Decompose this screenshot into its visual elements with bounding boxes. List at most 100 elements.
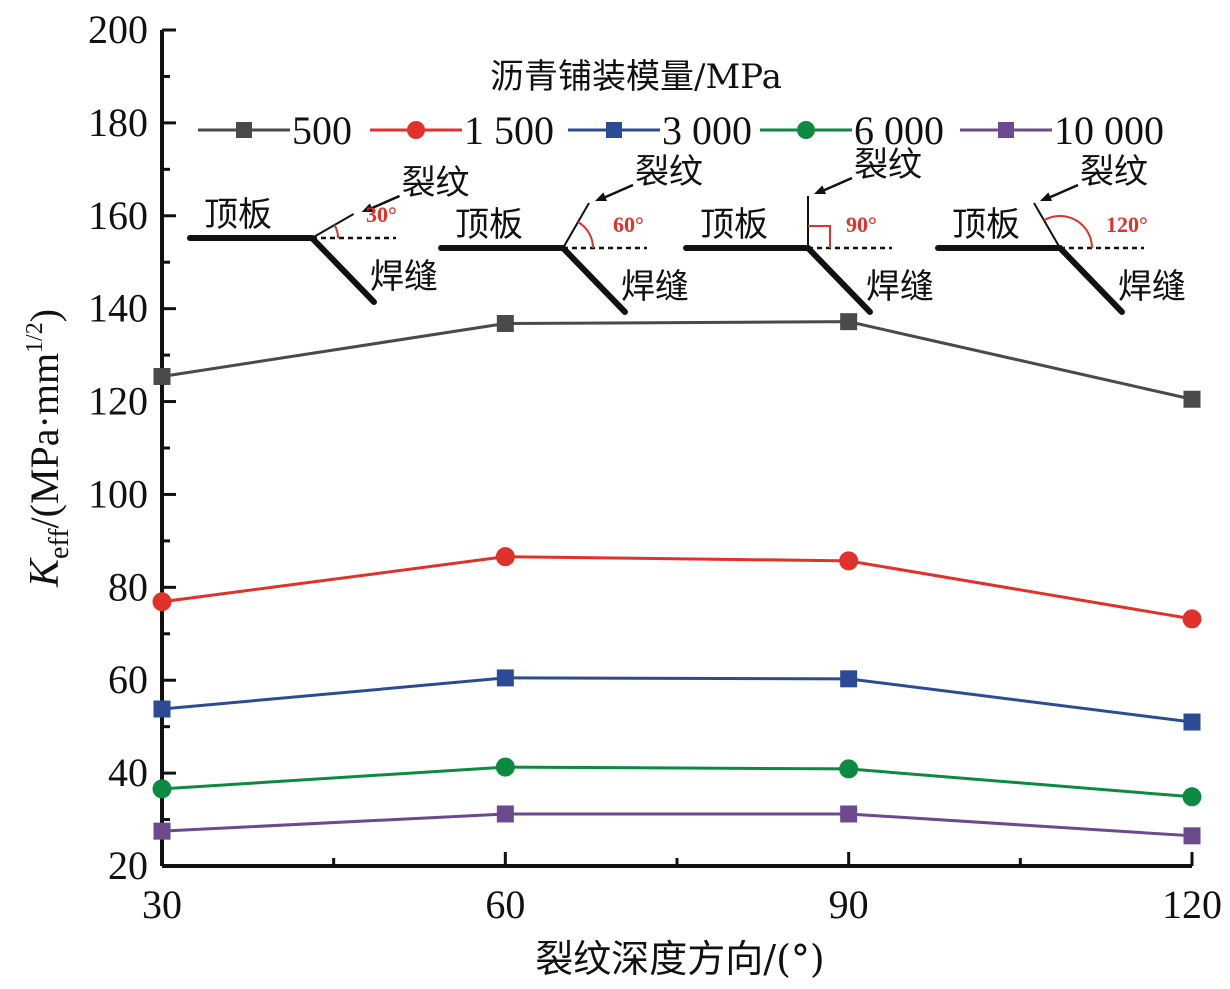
data-point — [1182, 787, 1202, 807]
legend-marker — [236, 122, 252, 138]
y-tick-label: 80 — [108, 564, 148, 609]
crack-arrow-shaft — [819, 176, 853, 194]
y-tick-label: 100 — [88, 471, 148, 516]
y-axis-title: Keff/(MPa·mm1/2) — [22, 309, 75, 588]
crack-label: 裂纹 — [854, 145, 922, 185]
legend-label: 1 500 — [464, 108, 554, 153]
angle-label: 90° — [846, 212, 877, 237]
legend-label: 3 000 — [662, 108, 752, 153]
y-tick-label: 140 — [88, 286, 148, 331]
data-point — [1182, 609, 1202, 629]
data-point — [153, 700, 171, 718]
angle-label: 120° — [1106, 212, 1148, 237]
series-line — [161, 676, 1193, 724]
data-point — [153, 822, 171, 840]
crack-arrow-shaft — [1045, 183, 1079, 201]
y-tick-label: 20 — [108, 843, 148, 888]
legend-label: 6 000 — [854, 108, 944, 153]
angle-arc — [1043, 215, 1093, 249]
y-axis-unit: /(MPa·mm — [22, 353, 67, 529]
weld-line — [1057, 245, 1125, 315]
data-point — [496, 315, 514, 333]
crack-arrow-head-icon — [361, 203, 374, 213]
data-point — [840, 805, 858, 823]
angle-arc — [577, 221, 594, 249]
legend-label: 10 000 — [1054, 108, 1164, 153]
weld-line — [560, 245, 628, 315]
weld-label: 焊缝 — [1118, 267, 1186, 307]
legend-label: 500 — [292, 108, 352, 153]
crack-arrow-head-icon — [595, 192, 607, 201]
angle-arc — [333, 224, 339, 239]
legend-marker — [797, 121, 815, 139]
data-point — [840, 670, 858, 688]
data-point — [839, 759, 859, 779]
legend-entry: 6 000 — [760, 108, 944, 153]
y-axis-subscript: eff — [44, 528, 75, 559]
data-point — [840, 313, 858, 331]
crack-label: 裂纹 — [1080, 152, 1148, 192]
crack-label: 裂纹 — [635, 152, 703, 192]
x-tick-label: 30 — [142, 882, 182, 927]
data-point — [152, 779, 172, 799]
series-1500 — [152, 547, 1202, 629]
y-tick-label: 40 — [108, 750, 148, 795]
legend-entry: 500 — [198, 108, 352, 153]
x-tick-label: 60 — [485, 882, 525, 927]
weld-line — [805, 245, 873, 315]
x-tick-label: 120 — [1162, 882, 1222, 927]
crack-line — [1033, 202, 1061, 249]
top-plate-label: 顶板 — [952, 205, 1020, 245]
series-line — [161, 765, 1193, 799]
legend-entry: 10 000 — [960, 108, 1164, 153]
crack-line — [311, 213, 355, 239]
y-axis-symbol: K — [22, 557, 68, 588]
y-tick-label: 120 — [88, 379, 148, 424]
weld-label: 焊缝 — [370, 257, 438, 297]
angle-label: 60° — [613, 212, 644, 237]
y-axis-unit-superscript: 1/2 — [22, 322, 48, 353]
weld-label: 焊缝 — [621, 267, 689, 307]
crack-arrow-head-icon — [1040, 192, 1052, 201]
data-point — [839, 551, 859, 571]
y-tick-label: 160 — [88, 193, 148, 238]
angle-label: 30° — [366, 202, 397, 227]
data-point — [1183, 713, 1201, 731]
series-3000 — [153, 669, 1201, 731]
series-10000 — [153, 805, 1201, 845]
data-point — [495, 757, 515, 777]
series-500 — [153, 313, 1201, 408]
y-tick-label: 60 — [108, 657, 148, 702]
weld-line — [309, 235, 377, 305]
crack-line — [562, 202, 590, 249]
top-plate-label: 顶板 — [204, 195, 272, 235]
x-axis-title: 裂纹深度方向/(°) — [535, 937, 824, 981]
crack-arrow-head-icon — [814, 185, 826, 195]
data-point — [153, 367, 171, 385]
series-line — [161, 320, 1193, 401]
legend-marker — [606, 122, 622, 138]
legend-marker — [998, 122, 1014, 138]
data-point — [496, 805, 514, 823]
crack-arrow-shaft — [600, 183, 634, 201]
y-tick-label: 200 — [88, 7, 148, 52]
data-point — [496, 669, 514, 687]
y-tick-label: 180 — [88, 100, 148, 145]
legend-marker — [407, 121, 425, 139]
top-plate-label: 顶板 — [455, 205, 523, 245]
data-point — [1183, 827, 1201, 845]
data-point — [152, 592, 172, 612]
data-point — [495, 547, 515, 567]
data-point — [1183, 390, 1201, 408]
series-line — [161, 555, 1193, 621]
crack-arrow-shaft — [367, 194, 401, 212]
right-angle-marker — [808, 225, 831, 248]
series-6000 — [152, 757, 1202, 807]
legend: 沥青铺装模量/MPa 500 1 500 3 000 6 000 10 000 — [198, 57, 1164, 153]
